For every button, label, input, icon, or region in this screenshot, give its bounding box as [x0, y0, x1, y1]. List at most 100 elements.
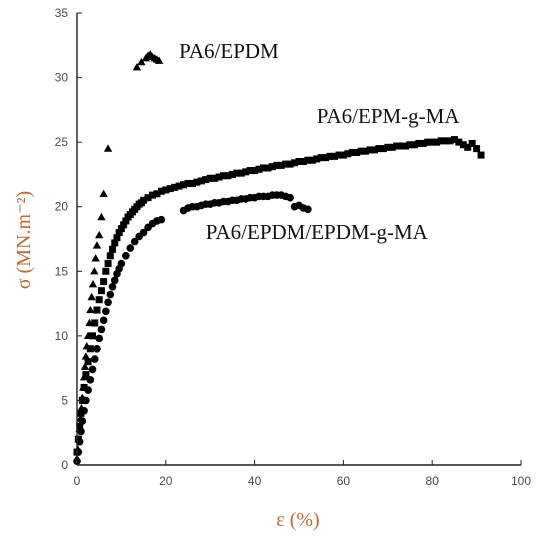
data-point-square — [206, 174, 214, 182]
data-point-square — [468, 139, 476, 147]
data-point-square — [224, 172, 232, 180]
x-tick-label: 80 — [426, 474, 440, 488]
data-point-square — [242, 168, 250, 176]
data-point-circle — [82, 396, 90, 405]
data-point-square — [477, 151, 485, 159]
data-point-circle — [304, 205, 312, 214]
data-point-circle — [99, 316, 108, 325]
data-point-square — [264, 164, 272, 172]
data-point-circle — [84, 386, 92, 394]
data-point-triangle — [99, 189, 108, 197]
data-point-square — [102, 267, 110, 275]
data-point-square — [255, 165, 263, 173]
data-point-triangle — [92, 241, 102, 249]
data-point-circle — [110, 276, 119, 285]
data-point-square — [166, 185, 174, 193]
data-point-triangle — [86, 305, 95, 314]
data-point-square — [84, 358, 92, 366]
data-point-square — [308, 156, 316, 164]
data-point-triangle — [81, 352, 91, 360]
data-point-circle — [126, 244, 135, 252]
data-point-circle — [90, 355, 99, 363]
data-point-triangle — [88, 280, 98, 288]
data-point-circle — [104, 298, 112, 307]
data-point-square — [115, 229, 123, 237]
data-point-square — [120, 221, 128, 229]
series-annotation: PA6/EPDM — [179, 39, 279, 63]
data-point-square — [184, 179, 192, 187]
data-point-square — [215, 173, 223, 181]
data-point-square — [188, 179, 196, 187]
data-point-square — [353, 148, 361, 156]
data-point-square — [228, 170, 236, 178]
data-point-square — [82, 371, 90, 379]
data-point-square — [233, 169, 241, 177]
data-point-circle — [93, 344, 101, 353]
data-point-square — [326, 152, 334, 160]
data-point-triangle — [87, 292, 96, 301]
data-point-square — [419, 139, 427, 147]
series-annotation: PA6/EPM-g-MA — [317, 104, 461, 128]
x-tick-label: 20 — [159, 474, 173, 488]
data-point-triangle — [80, 362, 90, 371]
x-tick-label: 40 — [248, 474, 262, 488]
data-point-square — [295, 158, 303, 166]
data-point-square — [442, 137, 450, 145]
data-point-square — [109, 245, 117, 253]
data-point-circle — [88, 365, 97, 374]
data-point-circle — [80, 406, 88, 415]
data-point-circle — [97, 325, 106, 334]
data-point-circle — [122, 251, 130, 260]
y-axis-title: σ (MN.m⁻²) — [13, 191, 35, 289]
data-point-square — [424, 138, 432, 146]
data-point-square — [144, 194, 152, 202]
data-point-triangle — [154, 56, 164, 64]
data-point-square — [402, 142, 410, 150]
data-point-circle — [130, 237, 139, 246]
data-point-triangle — [103, 144, 113, 152]
data-point-square — [357, 147, 365, 155]
data-point-square — [197, 177, 205, 185]
x-tick-label: 100 — [511, 474, 531, 488]
data-point-square — [122, 217, 130, 225]
data-point-square — [246, 167, 254, 175]
data-point-square — [299, 158, 307, 166]
data-point-circle — [286, 193, 294, 202]
data-point-square — [313, 155, 321, 163]
data-point-circle — [157, 215, 166, 224]
data-point-square — [344, 150, 352, 158]
axes: 0 20 40 60 80 100 0 5 10 15 20 25 30 35 — [55, 6, 532, 488]
x-tick-label: 0 — [74, 474, 81, 488]
data-point-square — [384, 143, 392, 151]
data-point-square — [193, 178, 201, 186]
data-point-square — [111, 239, 119, 247]
series-square — [73, 136, 485, 456]
data-point-square — [286, 160, 294, 168]
x-axis-title: ε (%) — [276, 509, 319, 531]
data-point-square — [220, 172, 228, 180]
data-point-square — [117, 225, 125, 233]
y-tick-label: 0 — [61, 458, 68, 472]
data-point-square — [106, 252, 114, 260]
data-point-circle — [74, 448, 83, 456]
y-tick-label: 30 — [55, 71, 69, 85]
data-point-square — [273, 161, 281, 169]
y-tick-label: 20 — [55, 200, 69, 214]
data-point-square — [291, 159, 299, 167]
series-annotation: PA6/EPDM/EPDM-g-MA — [206, 220, 429, 244]
data-point-square — [379, 145, 387, 153]
data-point-square — [277, 161, 285, 169]
data-point-circle — [75, 437, 84, 446]
data-point-square — [455, 138, 463, 146]
data-point-square — [97, 287, 105, 295]
data-point-square — [100, 278, 108, 286]
data-point-square — [113, 234, 121, 242]
data-point-square — [80, 384, 88, 392]
data-point-square — [446, 137, 454, 145]
data-point-square — [464, 143, 472, 151]
data-point-square — [393, 142, 401, 150]
x-tick-label: 60 — [337, 474, 351, 488]
data-point-square — [433, 138, 441, 146]
data-point-circle — [77, 427, 85, 436]
